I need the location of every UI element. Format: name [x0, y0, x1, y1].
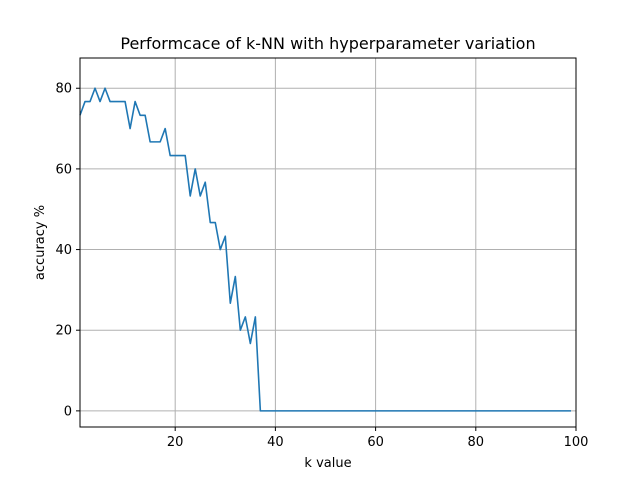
grid: [80, 58, 577, 427]
x-tick-label: 80: [468, 435, 485, 450]
y-tick-label: 60: [55, 162, 72, 177]
x-tick-label: 60: [367, 435, 384, 450]
x-tick-label: 20: [167, 435, 184, 450]
plot-frame: [79, 57, 577, 428]
y-tick-label: 0: [64, 404, 72, 419]
series-layer: [79, 87, 571, 412]
y-axis-label: accuracy %: [33, 205, 48, 280]
accuracy-series-line: [79, 87, 571, 412]
y-tick-label: 20: [55, 324, 72, 339]
x-tick-label: 40: [267, 435, 284, 450]
chart-title: Performcace of k-NN with hyperparameter …: [120, 34, 535, 53]
y-tick-label: 40: [55, 243, 72, 258]
y-tick-label: 80: [55, 82, 72, 97]
x-axis-label: k value: [304, 456, 351, 471]
ticks: 20 40 60 80 100 0 20 40 60 80: [55, 82, 588, 450]
x-tick-label: 100: [564, 435, 589, 450]
